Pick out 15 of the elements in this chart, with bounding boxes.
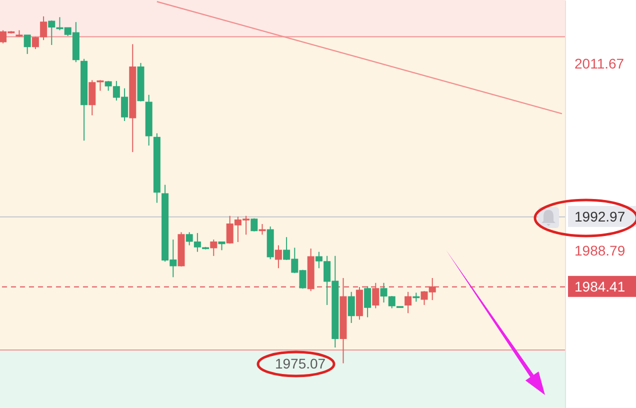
annotation: 1975.07 <box>274 355 326 372</box>
y-tick-label: 1992.97 <box>574 208 626 224</box>
candlestick <box>404 291 412 314</box>
candlestick <box>210 239 218 256</box>
candlestick <box>364 286 372 318</box>
candlestick <box>186 232 193 246</box>
y-tick-label: 1988.79 <box>574 242 626 259</box>
candlestick <box>250 218 258 232</box>
candlestick <box>24 34 31 54</box>
y-tick-label: 1984.41 <box>574 278 626 294</box>
y-tick-label: 2011.67 <box>574 56 624 72</box>
candlestick <box>274 244 282 269</box>
candlestick <box>48 20 56 46</box>
candlestick <box>380 282 388 304</box>
candlestick <box>348 291 355 324</box>
